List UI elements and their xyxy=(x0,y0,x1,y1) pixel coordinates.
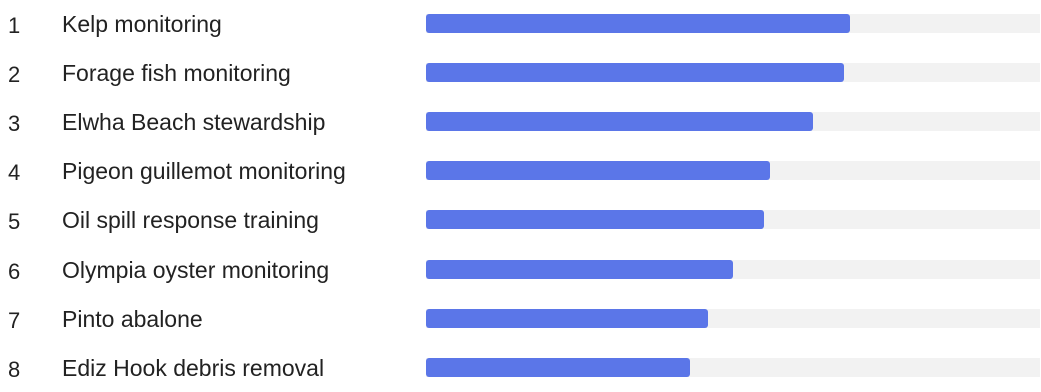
bar-track xyxy=(426,358,1040,377)
category-label: Olympia oyster monitoring xyxy=(62,257,330,283)
rank-row: 8 Ediz Hook debris removal xyxy=(0,348,1041,392)
bar xyxy=(426,112,813,131)
bar-track xyxy=(426,161,1040,180)
category-label: Kelp monitoring xyxy=(62,11,222,37)
rank-number: 3 xyxy=(8,111,21,136)
rank-row: 2 Forage fish monitoring xyxy=(0,53,1041,97)
bar-track xyxy=(426,309,1040,328)
bar-track xyxy=(426,63,1040,82)
rank-row: 7 Pinto abalone xyxy=(0,299,1041,343)
rank-row: 3 Elwha Beach stewardship xyxy=(0,102,1041,146)
bar xyxy=(426,63,844,82)
rank-number: 2 xyxy=(8,62,21,87)
rank-row: 6 Olympia oyster monitoring xyxy=(0,250,1041,294)
ranking-chart: 1 Kelp monitoring 2 Forage fish monitoring 3… xyxy=(0,4,1041,382)
category-label: Forage fish monitoring xyxy=(62,60,291,86)
category-label: Pinto abalone xyxy=(62,306,203,332)
bar xyxy=(426,358,690,377)
bar xyxy=(426,14,850,33)
bar xyxy=(426,210,764,229)
rank-number: 6 xyxy=(8,259,21,284)
rank-number: 1 xyxy=(8,13,21,38)
rank-number: 8 xyxy=(8,357,21,382)
bar-track xyxy=(426,210,1040,229)
category-label: Elwha Beach stewardship xyxy=(62,109,326,135)
rank-number: 7 xyxy=(8,308,21,333)
category-label: Ediz Hook debris removal xyxy=(62,355,325,381)
rank-number: 4 xyxy=(8,160,21,185)
bar-track xyxy=(426,260,1040,279)
bar-track xyxy=(426,14,1040,33)
rank-row: 4 Pigeon guillemot monitoring xyxy=(0,151,1041,195)
bar-track xyxy=(426,112,1040,131)
rank-row: 5 Oil spill response training xyxy=(0,200,1041,244)
rank-number: 5 xyxy=(8,209,21,234)
bar xyxy=(426,161,770,180)
bar xyxy=(426,260,733,279)
bar xyxy=(426,309,708,328)
category-label: Pigeon guillemot monitoring xyxy=(62,158,346,184)
rank-row: 1 Kelp monitoring xyxy=(0,4,1041,48)
category-label: Oil spill response training xyxy=(62,207,319,233)
